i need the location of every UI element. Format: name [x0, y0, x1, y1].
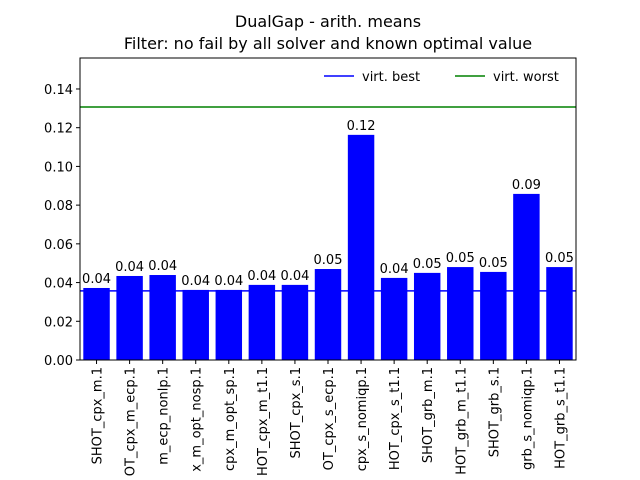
x-tick-label: HOT_cpx_m_t1.1 — [256, 367, 271, 476]
bar — [314, 269, 342, 360]
value-label: 0.05 — [479, 256, 508, 271]
bar — [413, 272, 441, 360]
bar — [248, 284, 276, 360]
value-label: 0.09 — [512, 178, 541, 193]
y-tick-label: 0.02 — [44, 315, 73, 330]
bar — [116, 275, 143, 360]
value-label: 0.04 — [82, 272, 111, 287]
value-label: 0.04 — [214, 274, 243, 289]
chart-subtitle: Filter: no fail by all solver and known … — [124, 34, 532, 53]
x-tick-label: cpx_m_opt_sp.1 — [223, 367, 238, 471]
value-label: 0.05 — [545, 251, 574, 266]
x-tick-label: grb_s_nomiqp.1 — [520, 367, 535, 470]
x-tick-label: OT_cpx_m_ecp.1 — [124, 367, 139, 476]
bar — [281, 284, 309, 360]
x-tick-label: SHOT_grb_s.1 — [487, 367, 502, 457]
value-label: 0.05 — [446, 251, 475, 266]
x-tick-label: SHOT_cpx_m.1 — [91, 367, 106, 464]
bar — [215, 289, 243, 360]
x-tick-label: SHOT_grb_m.1 — [421, 367, 436, 463]
bar — [480, 271, 507, 360]
y-tick-label: 0.14 — [44, 83, 73, 98]
bar — [447, 267, 474, 360]
value-label: 0.04 — [247, 269, 276, 284]
value-label: 0.04 — [280, 269, 309, 284]
chart-title: DualGap - arith. means — [235, 12, 421, 31]
bar — [182, 289, 209, 360]
y-tick-label: 0.04 — [44, 277, 73, 292]
x-tick-label: HOT_grb_m_t1.1 — [454, 367, 469, 475]
value-label: 0.05 — [413, 257, 442, 272]
bar — [149, 275, 176, 360]
y-tick-label: 0.00 — [44, 354, 73, 369]
value-label: 0.12 — [347, 119, 376, 134]
value-label: 0.04 — [181, 274, 210, 289]
value-label: 0.04 — [380, 262, 409, 277]
y-tick-label: 0.12 — [44, 122, 73, 137]
y-tick-label: 0.10 — [44, 160, 73, 175]
bar — [513, 193, 540, 360]
y-tick-label: 0.08 — [44, 199, 73, 214]
bar — [347, 134, 375, 360]
y-tick-label: 0.06 — [44, 238, 73, 253]
x-tick-label: m_ecp_nonlp.1 — [157, 367, 172, 465]
bar — [546, 267, 573, 360]
x-tick-label: cpx_s_nomiqp.1 — [355, 367, 370, 471]
x-tick-label: HOT_cpx_s_t1.1 — [388, 367, 403, 470]
value-label: 0.04 — [148, 259, 177, 274]
x-tick-label: x_m_opt_nosp.1 — [190, 367, 205, 472]
value-label: 0.05 — [314, 253, 343, 268]
value-label: 0.04 — [115, 260, 144, 275]
x-tick-label: HOT_grb_s_t1.1 — [553, 367, 568, 469]
bar — [83, 287, 110, 360]
plot-frame — [79, 57, 577, 361]
x-tick-label: SHOT_cpx_s.1 — [289, 367, 304, 458]
legend-label: virt. worst — [493, 70, 559, 85]
legend-label: virt. best — [362, 70, 420, 85]
x-tick-label: OT_cpx_s_ecp.1 — [322, 367, 337, 470]
